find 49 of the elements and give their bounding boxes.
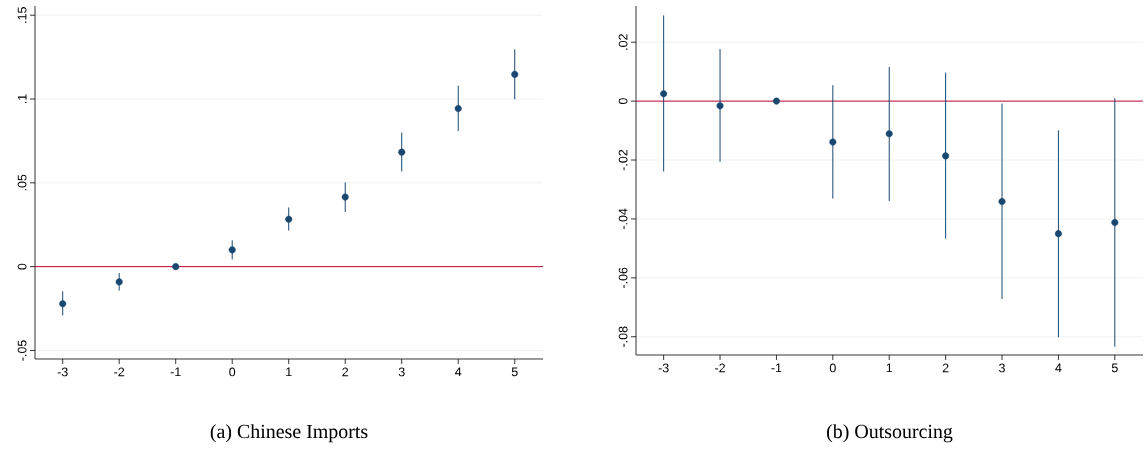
point xyxy=(885,130,893,138)
x-tick-label: 1 xyxy=(886,363,893,373)
point xyxy=(398,148,406,156)
x-tick-label: -1 xyxy=(170,367,181,377)
y-tick-label: .05 xyxy=(17,174,27,191)
point xyxy=(660,90,668,98)
x-tick-label: 4 xyxy=(455,367,462,377)
point xyxy=(772,97,780,105)
y-tick-label: -.04 xyxy=(618,208,628,230)
y-tick-label: -.05 xyxy=(17,340,27,361)
y-tick-label: 0 xyxy=(618,98,628,105)
y-tick-label: 0 xyxy=(17,263,27,270)
x-tick-label: 3 xyxy=(999,363,1005,373)
x-tick-label: 2 xyxy=(942,363,949,373)
x-tick-label: -2 xyxy=(715,363,725,373)
point xyxy=(829,138,837,146)
x-tick-label: 2 xyxy=(342,367,349,377)
point xyxy=(716,102,724,110)
point xyxy=(454,105,462,113)
x-tick-label: 0 xyxy=(229,367,236,377)
y-tick-label: .15 xyxy=(17,7,27,23)
y-tick-label: -.08 xyxy=(618,326,628,347)
point xyxy=(115,278,123,286)
x-tick-label: -1 xyxy=(771,363,782,373)
x-tick-label: 5 xyxy=(511,367,518,377)
text: (b) Outsourcing xyxy=(827,424,953,443)
point xyxy=(341,193,349,201)
x-tick-label: -2 xyxy=(114,367,125,377)
point xyxy=(228,246,236,254)
x-tick-label: 0 xyxy=(829,363,836,373)
y-tick-label: -.06 xyxy=(618,267,628,289)
x-tick-label: 3 xyxy=(398,367,405,377)
x-tick-label: 1 xyxy=(286,367,292,377)
text: (a) Chinese Imports xyxy=(210,424,368,443)
point xyxy=(1111,218,1119,226)
x-tick-label: 5 xyxy=(1111,363,1118,373)
point xyxy=(59,300,67,308)
x-tick-label: 4 xyxy=(1055,363,1062,373)
point xyxy=(511,70,519,78)
point xyxy=(1054,230,1062,238)
point xyxy=(172,263,180,271)
y-tick-label: -.02 xyxy=(618,149,628,171)
x-tick-label: -3 xyxy=(658,363,669,373)
y-tick-label: .1 xyxy=(17,94,27,104)
point xyxy=(942,152,950,160)
y-tick-label: .02 xyxy=(618,34,628,50)
point xyxy=(998,198,1006,206)
x-tick-label: -3 xyxy=(57,367,68,377)
point xyxy=(285,215,293,223)
